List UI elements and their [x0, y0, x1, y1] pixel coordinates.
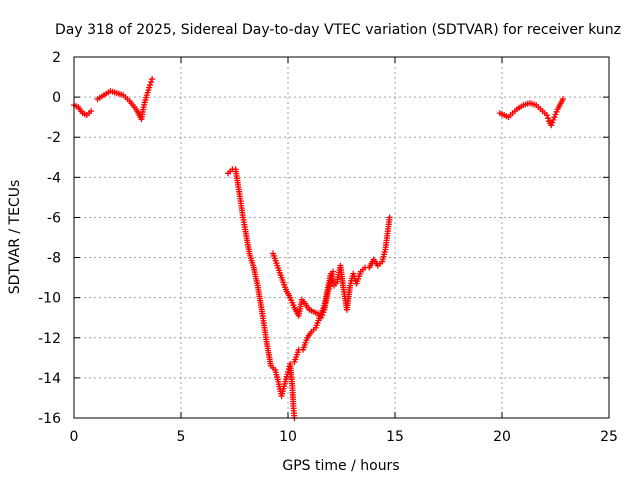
y-tick-label: -10 [38, 291, 61, 307]
series-arc-4 [291, 214, 393, 365]
data-point [146, 82, 153, 89]
data-point [559, 96, 566, 103]
series-arc-6 [496, 96, 566, 129]
data-point [320, 309, 327, 316]
data-point [88, 108, 95, 115]
series-arc-2 [94, 76, 156, 123]
y-tick-label: -16 [38, 411, 61, 427]
data-point [149, 76, 156, 83]
grid-layer [74, 57, 609, 418]
data-point [553, 108, 560, 115]
data-point [329, 268, 336, 275]
x-tick-label: 15 [386, 429, 404, 445]
y-tick-label: 2 [52, 50, 61, 66]
data-point [548, 122, 555, 129]
data-point [543, 112, 550, 119]
data-point [551, 114, 558, 121]
data-point [319, 312, 326, 319]
chart-title: Day 318 of 2025, Sidereal Day-to-day VTE… [55, 22, 621, 38]
y-tick-label: -2 [47, 130, 61, 146]
y-tick-label: -12 [38, 331, 61, 347]
data-point [318, 314, 325, 321]
series-arc-3 [225, 166, 298, 421]
x-tick-label: 20 [493, 429, 511, 445]
data-point [386, 214, 393, 221]
series-arc-5 [270, 250, 336, 321]
x-tick-label: 5 [177, 429, 186, 445]
x-axis-label: GPS time / hours [282, 458, 399, 474]
y-tick-label: -14 [38, 371, 61, 387]
x-tick-label: 10 [279, 429, 297, 445]
x-tick-label: 25 [600, 429, 618, 445]
y-tick-label: -8 [47, 251, 61, 267]
y-tick-label: -6 [47, 210, 61, 226]
x-tick-label: 0 [70, 429, 79, 445]
data-point [545, 115, 552, 122]
data-points-layer [71, 76, 566, 421]
data-point [549, 119, 556, 126]
y-axis-label: SDTVAR / TECUs [7, 180, 23, 295]
y-tick-label: -4 [47, 170, 61, 186]
plot-frame [73, 56, 610, 419]
y-tick-label: 0 [52, 90, 61, 106]
data-point [552, 111, 559, 118]
data-point [550, 116, 557, 123]
data-point [148, 79, 155, 86]
